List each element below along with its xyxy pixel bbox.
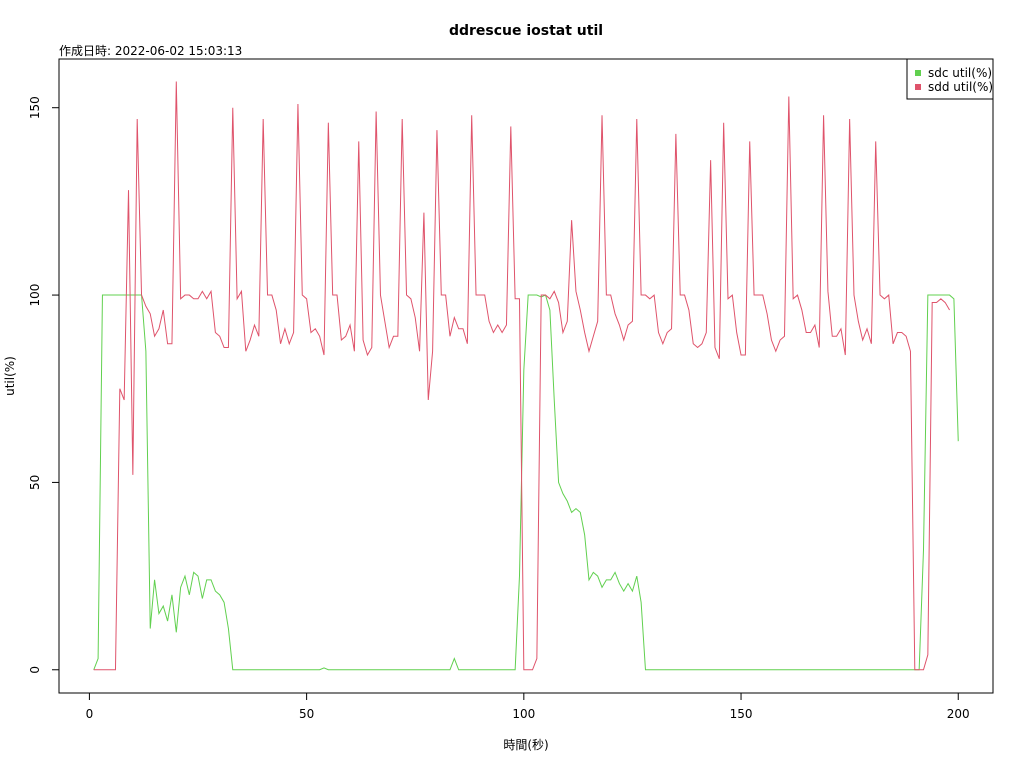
legend-box [906,58,994,100]
legend-label: sdc util(%) [928,66,992,80]
legend: sdc util(%)sdd util(%) [906,58,994,100]
legend-swatch [915,84,921,90]
series-line-0 [93,294,959,671]
y-tick-label: 100 [28,284,42,307]
x-tick-label: 200 [947,707,970,721]
x-tick-label: 150 [730,707,753,721]
x-axis-label: 時間(秒) [503,738,548,752]
legend-swatch [915,70,921,76]
chart-title: ddrescue iostat util [449,23,603,39]
y-tick-label: 0 [28,666,42,674]
x-tick-label: 50 [299,707,314,721]
y-tick-label: 150 [28,96,42,119]
x-tick-label: 100 [512,707,535,721]
series-lines [93,81,959,671]
series-line-1 [93,81,950,671]
legend-label: sdd util(%) [928,80,993,94]
y-tick-label: 50 [28,475,42,490]
chart-subtitle: 作成日時: 2022-06-02 15:03:13 [59,44,242,58]
x-tick-label: 0 [86,707,94,721]
plot-frame [58,58,994,694]
y-axis: 0 50 100 150 [28,96,60,674]
y-axis-label: util(%) [3,356,17,396]
x-axis: 0 50 100 150 200 [86,692,970,721]
